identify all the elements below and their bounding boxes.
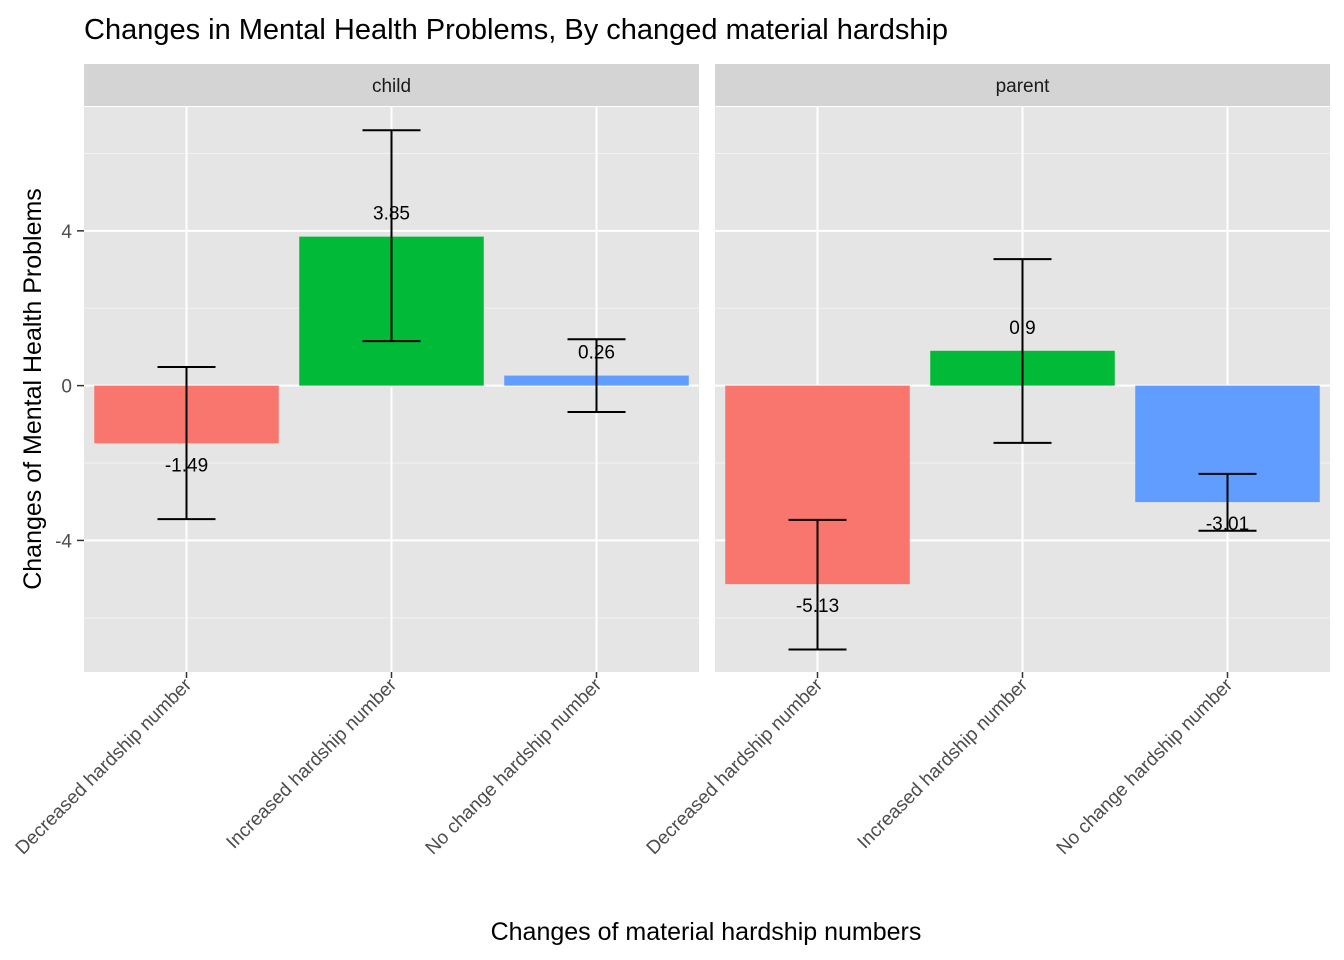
facet-strip (715, 64, 1330, 106)
facet-strip-label: parent (996, 76, 1051, 97)
y-tick-label: 0 (61, 377, 72, 398)
y-axis: -4 0 4 (55, 222, 84, 552)
data-label: 0.9 (1009, 318, 1035, 339)
data-label: -1.49 (165, 455, 208, 476)
x-tick-label: No change hardship number (422, 674, 607, 859)
chart-title: Changes in Mental Health Problems, By ch… (84, 14, 948, 46)
facet-panels: child -1.49 Decreased hardship number 3.85 I… (12, 64, 1330, 859)
x-tick-label: No change hardship number (1053, 674, 1238, 859)
data-label: 3.85 (373, 204, 410, 225)
facet-strip (84, 64, 699, 106)
data-label: -3.01 (1206, 514, 1249, 535)
y-tick-label: 4 (61, 222, 72, 243)
facet-child: child -1.49 Decreased hardship number 3.85 I… (12, 64, 699, 859)
data-label: -5.13 (796, 596, 839, 617)
facet-parent: parent -5.13 Decreased hardship number 0.9 I… (643, 64, 1330, 859)
y-tick-label: -4 (55, 531, 72, 552)
data-label: 0.26 (578, 343, 615, 364)
facet-strip-label: child (372, 76, 411, 97)
x-tick-label: Increased hardship number (223, 674, 402, 853)
x-tick-label: Increased hardship number (854, 674, 1033, 853)
x-tick-label: Decreased hardship number (643, 674, 828, 859)
x-axis-title: Changes of material hardship numbers (491, 918, 922, 946)
x-tick-label: Decreased hardship number (12, 674, 197, 859)
y-axis-title: Changes of Mental Health Problems (19, 188, 47, 590)
